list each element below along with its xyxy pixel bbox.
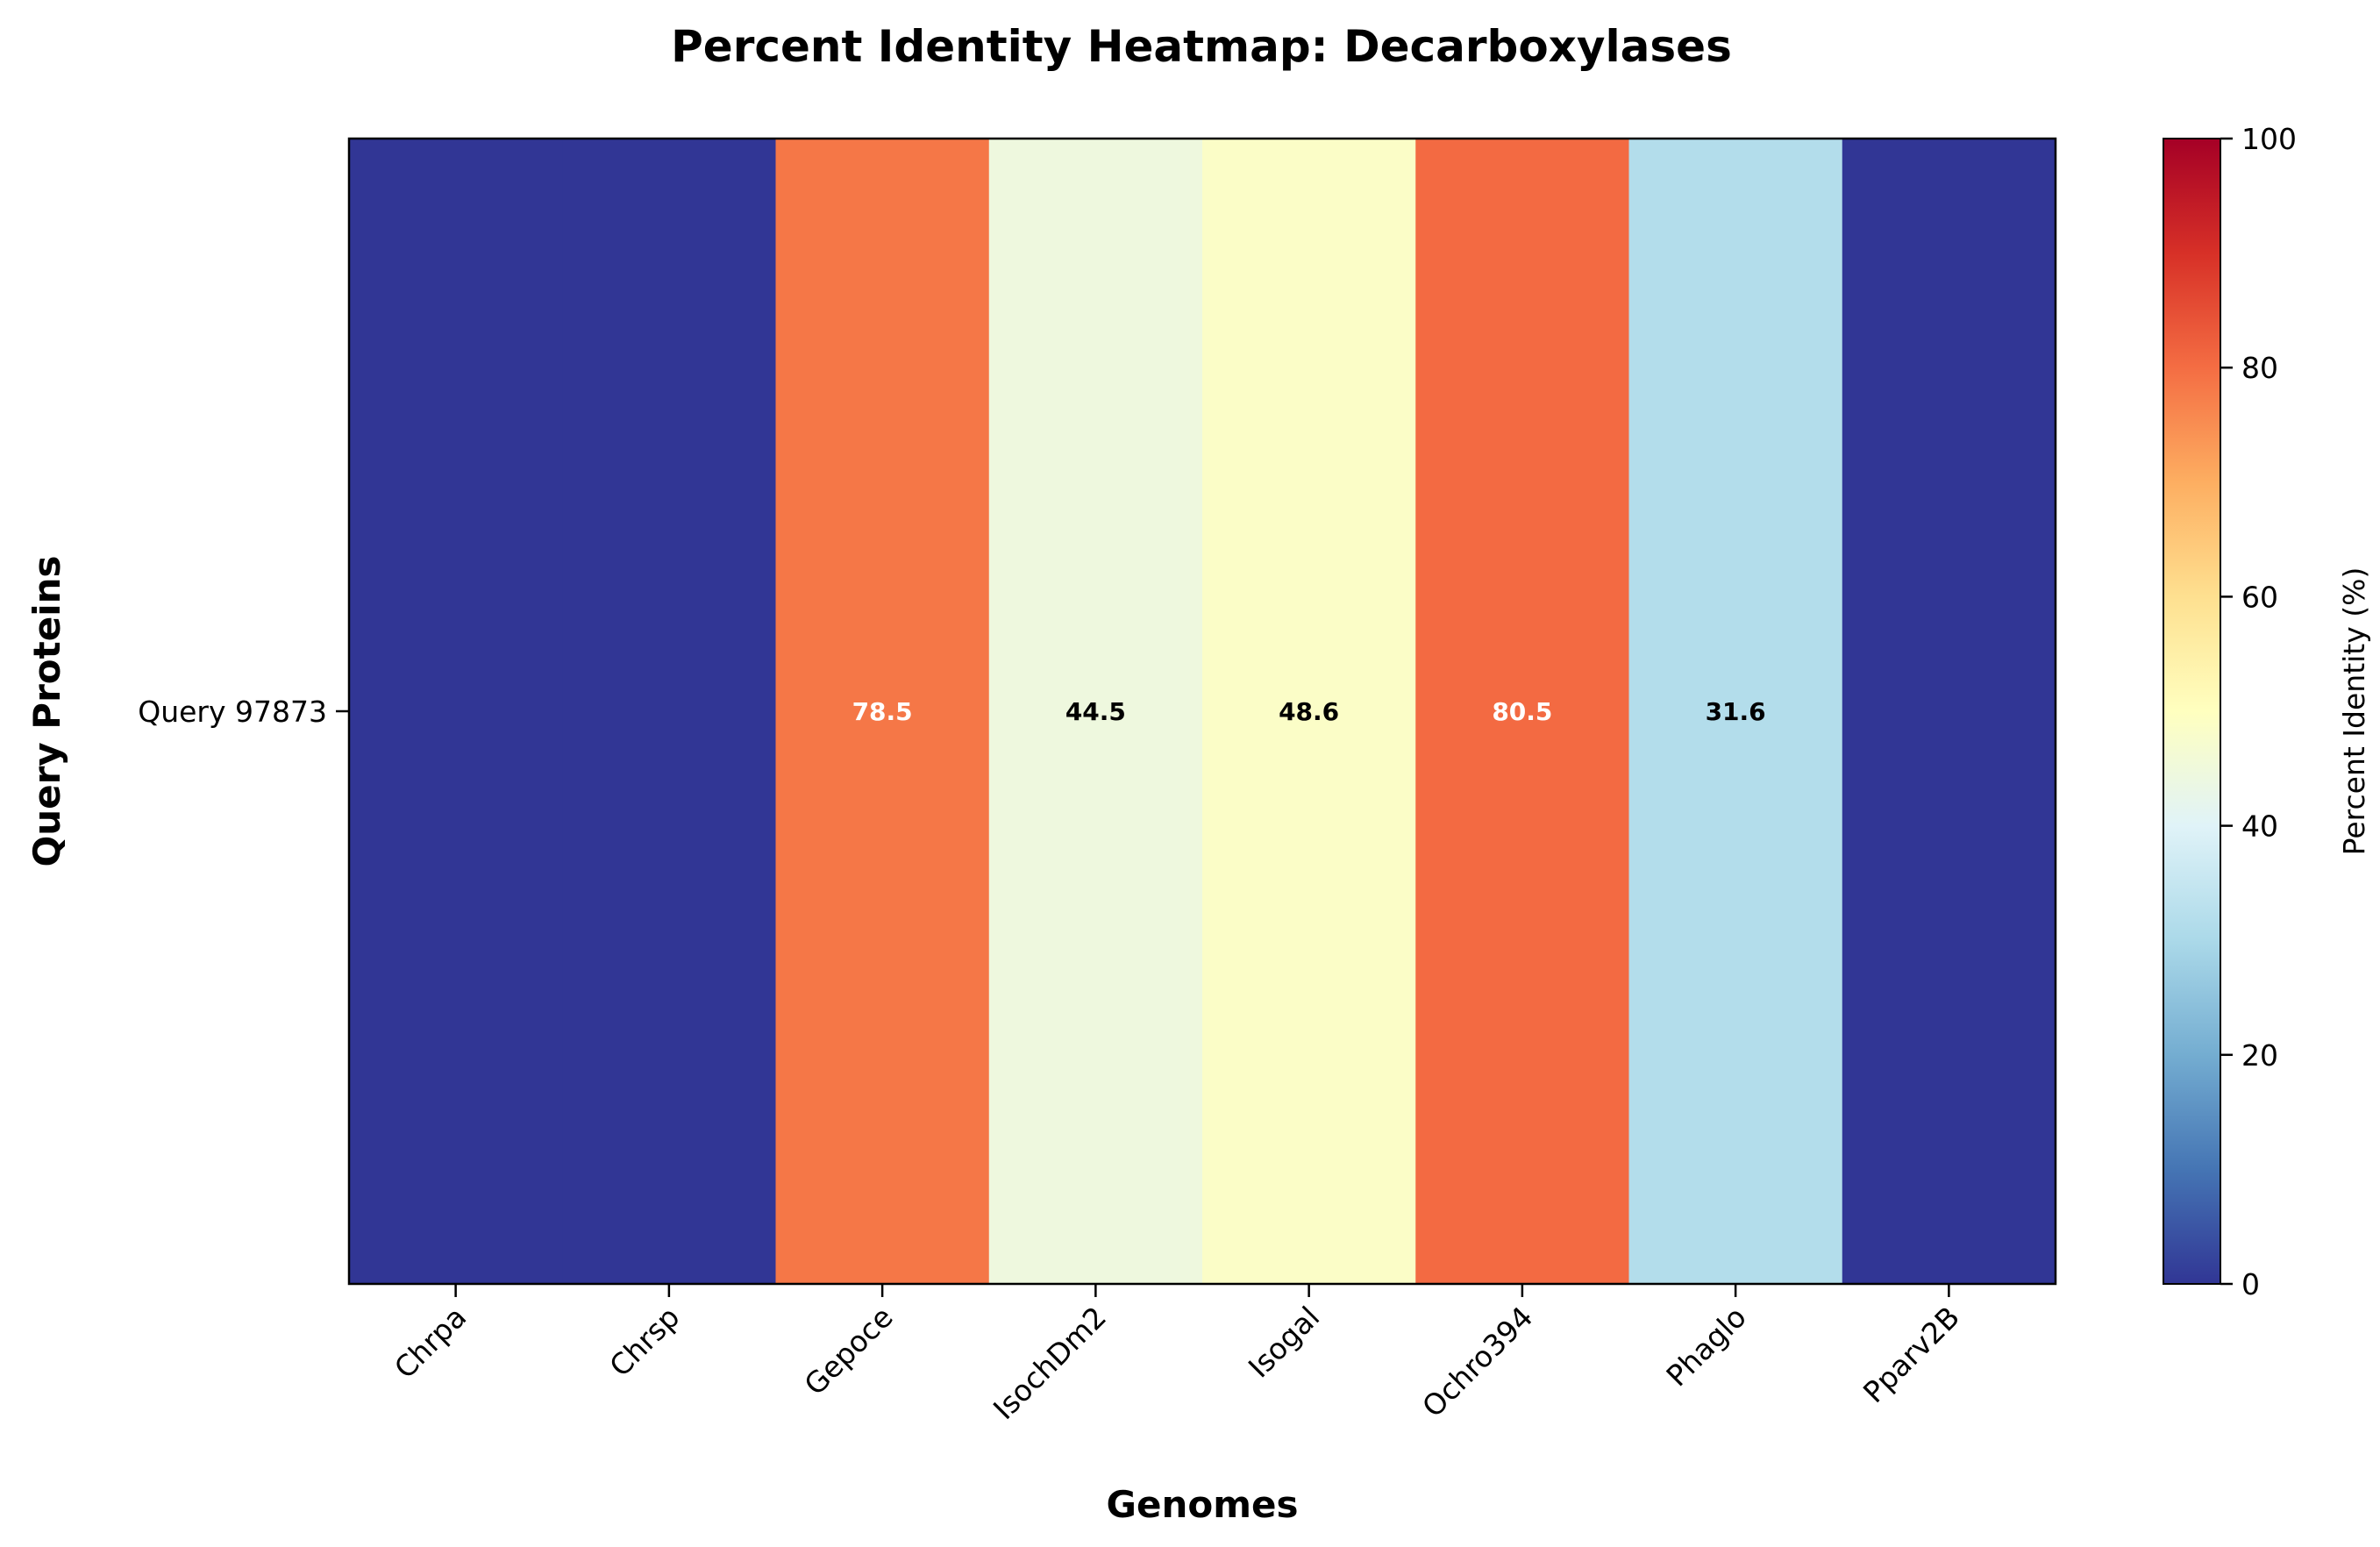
heatmap-cell — [1415, 139, 1629, 1284]
cell-value-labels: 78.5 44.5 48.6 80.5 31.6 — [852, 697, 1766, 726]
heatmap-cell — [988, 139, 1203, 1284]
x-tick-label: Chrsp — [602, 1300, 686, 1383]
heatmap-cell — [1202, 139, 1416, 1284]
heatmap-cell — [349, 139, 563, 1284]
colorbar-tick-label: 0 — [2241, 1267, 2260, 1301]
colorbar-label: Percent Identity (%) — [2337, 567, 2371, 856]
colorbar-tick-label: 100 — [2241, 122, 2297, 156]
x-tick-label: IsochDm2 — [987, 1300, 1113, 1426]
colorbar — [2163, 138, 2221, 1285]
cell-value-label: 78.5 — [852, 697, 913, 726]
x-axis-label: Genomes — [1107, 1483, 1299, 1526]
x-tick-label: Gepoce — [797, 1300, 899, 1401]
colorbar-ticks: 0 20 40 60 80 100 — [2220, 122, 2297, 1301]
cell-value-label: 44.5 — [1065, 697, 1126, 726]
x-tick-label: Ochro394 — [1415, 1300, 1539, 1423]
x-tick-label: Isogal — [1242, 1300, 1326, 1384]
colorbar-tick-label: 40 — [2241, 809, 2278, 844]
x-tick-label: Phaglo — [1659, 1300, 1752, 1393]
colorbar-tick-label: 20 — [2241, 1038, 2278, 1073]
chart-title: Percent Identity Heatmap: Decarboxylases — [671, 21, 1732, 72]
cell-value-label: 31.6 — [1706, 697, 1766, 726]
colorbar-tick-label: 80 — [2241, 351, 2278, 385]
heatmap-cell — [775, 139, 990, 1284]
x-tick-label: Chrpa — [388, 1300, 473, 1385]
heatmap-cells — [349, 139, 2056, 1284]
cell-value-label: 48.6 — [1279, 697, 1339, 726]
heatmap-cell — [1842, 139, 2056, 1284]
heatmap-cell — [562, 139, 776, 1284]
y-axis-ticks: Query 97873 — [138, 695, 349, 729]
cell-value-label: 80.5 — [1492, 697, 1552, 726]
heatmap-cell — [1628, 139, 1843, 1284]
x-tick-label: Pparv2B — [1856, 1300, 1966, 1409]
y-tick-label: Query 97873 — [138, 695, 327, 729]
colorbar-tick-label: 60 — [2241, 580, 2278, 614]
x-axis-ticks: Chrpa Chrsp Gepoce IsochDm2 Isogal Ochro394 Ph… — [388, 1284, 1966, 1426]
y-axis-label: Query Proteins — [25, 555, 68, 866]
